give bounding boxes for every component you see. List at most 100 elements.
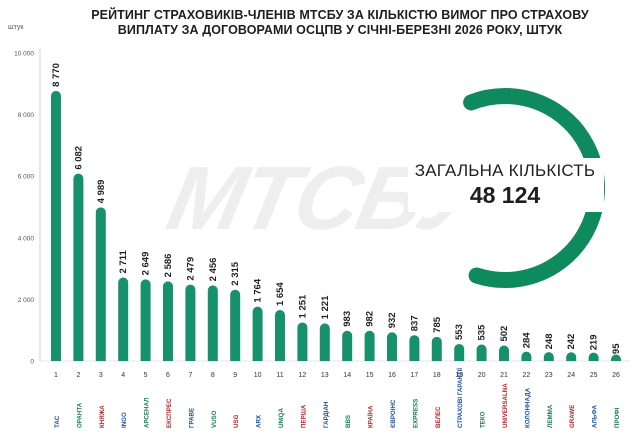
data-label: 2 711 [118, 250, 129, 274]
data-label: 1 654 [275, 282, 286, 306]
x-tick-label: 4 [121, 372, 125, 379]
bar [499, 345, 509, 361]
data-label: 242 [566, 334, 577, 350]
company-logo: ВЕЛЕС [435, 406, 442, 428]
x-tick-label: 2 [76, 372, 80, 379]
data-label: 2 315 [230, 261, 241, 285]
company-logo: АЛЬФА [592, 405, 599, 428]
y-tick-label: 6 000 [18, 174, 35, 181]
x-tick-label: 26 [612, 372, 620, 379]
company-logo: ЄВРОІНС [390, 399, 397, 428]
company-logo: ОРАНТА [76, 402, 83, 428]
x-tick-label: 9 [233, 372, 237, 379]
x-tick-label: 21 [500, 372, 508, 379]
value-labels: 8 770 6 082 4 989 2 711 2 649 2 586 2 479 2 456… [51, 63, 622, 354]
x-tick-label: 3 [99, 372, 103, 379]
bar [611, 354, 621, 361]
data-label: 837 [409, 315, 420, 331]
x-tick-label: 23 [545, 372, 553, 379]
company-logo: ТЕКО [480, 411, 487, 428]
company-logo: GRAWE [569, 405, 576, 428]
y-tick-label: 4 000 [18, 235, 35, 242]
company-logo: EXPRESS [412, 399, 419, 428]
bar [566, 352, 577, 361]
bar [185, 284, 196, 361]
data-label: 932 [387, 312, 398, 328]
bar [297, 322, 308, 361]
data-label: 553 [454, 324, 465, 340]
y-axis: 0 2 000 4 000 6 000 8 000 10 000 [14, 49, 630, 366]
company-logo: ПРОФІ [614, 407, 621, 428]
data-label: 95 [611, 343, 622, 354]
bar [521, 351, 532, 361]
x-axis: 1 2 3 4 5 6 7 8 9 10 11 12 13 14 15 16 17 18 19 20 21 22 23 24 2… [54, 372, 620, 379]
chart-title: РЕЙТИНГ СТРАХОВИКІВ-ЧЛЕНІВ МТСБУ ЗА КІЛЬ… [91, 8, 589, 37]
x-tick-label: 24 [567, 372, 575, 379]
bar [73, 173, 84, 361]
x-tick-label: 10 [254, 372, 262, 379]
total-text-backdrop [408, 158, 604, 212]
bar [163, 281, 173, 361]
data-label: 248 [544, 334, 555, 350]
company-logo: ТАС [54, 415, 61, 428]
company-logo: INGO [121, 412, 128, 428]
x-tick-label: 7 [188, 372, 192, 379]
data-label: 2 456 [208, 258, 219, 282]
data-label: 2 586 [163, 254, 174, 278]
y-tick-label: 10 000 [14, 51, 34, 58]
bar [409, 335, 420, 361]
company-logo: ПЕРША [300, 404, 307, 428]
data-label: 6 082 [73, 146, 84, 170]
x-tick-label: 6 [166, 372, 170, 379]
data-label: 982 [365, 311, 376, 327]
x-tick-label: 17 [411, 372, 419, 379]
total-ring [408, 88, 605, 288]
total-label: ЗАГАЛЬНА КІЛЬКІСТЬ [414, 161, 596, 180]
bar [588, 352, 599, 361]
company-logos: ТАС ОРАНТА КНЯЖА INGO АРСЕНАЛ ЕКСПРЕС ГРАВЕ VUS… [54, 368, 621, 428]
x-tick-label: 15 [366, 372, 374, 379]
bar [431, 336, 442, 361]
x-tick-label: 22 [523, 372, 531, 379]
company-logo: КРАЇНА [368, 405, 375, 428]
y-tick-label: 2 000 [18, 297, 35, 304]
bars [51, 90, 621, 362]
company-logo: АРСЕНАЛ [144, 398, 151, 428]
data-label: 983 [342, 311, 353, 327]
x-tick-label: 8 [211, 372, 215, 379]
company-logo: UNIVERSALNA [502, 383, 509, 428]
x-tick-label: 20 [478, 372, 486, 379]
data-label: 1 764 [253, 278, 264, 302]
bar [275, 310, 285, 361]
x-tick-label: 1 [54, 372, 58, 379]
company-logo: UNIQA [278, 408, 285, 428]
company-logo: ЛЕМMA [547, 404, 554, 428]
data-label: 785 [432, 316, 443, 333]
company-logo: КНЯЖА [99, 405, 106, 428]
x-tick-label: 16 [388, 372, 396, 379]
bar [51, 90, 61, 362]
bar [387, 332, 397, 361]
bar [118, 277, 129, 361]
y-axis-unit: штук [8, 24, 24, 31]
company-logo: VUSO [211, 410, 218, 428]
data-label: 284 [521, 332, 532, 349]
data-label: 502 [499, 326, 510, 342]
company-logo: КОЛОННАДА [524, 387, 531, 428]
company-logo: ARX [256, 414, 263, 428]
bar [543, 352, 554, 361]
x-tick-label: 12 [299, 372, 307, 379]
bar [252, 306, 263, 361]
data-label: 2 649 [141, 252, 152, 276]
x-tick-label: 13 [321, 372, 329, 379]
bar [95, 207, 106, 361]
company-logo: ЕКСПРЕС [166, 398, 173, 428]
total-value: 48 124 [469, 182, 541, 208]
y-tick-label: 8 000 [18, 112, 35, 119]
bar [230, 289, 241, 361]
data-label: 2 479 [185, 257, 196, 281]
data-label: 219 [589, 334, 600, 350]
company-logo: СТРАХОВІ ГАРАНТІЇ [457, 368, 464, 428]
x-tick-label: 14 [343, 372, 351, 379]
